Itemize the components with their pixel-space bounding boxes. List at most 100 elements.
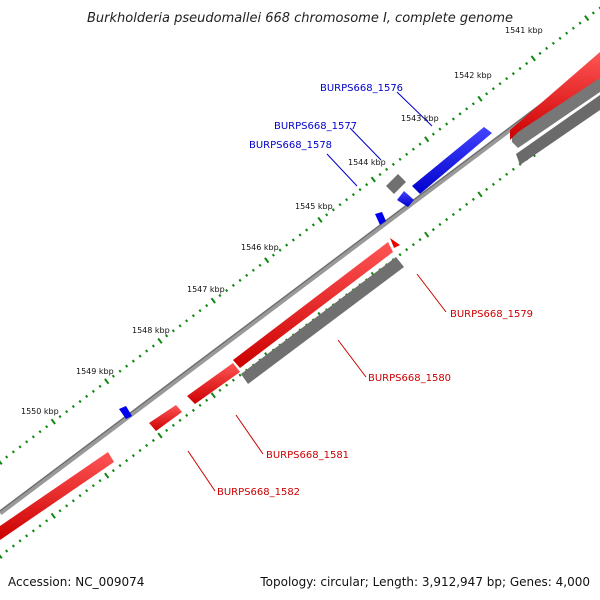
gene-BURPS668_1578[interactable] bbox=[397, 191, 414, 207]
major-tick bbox=[210, 297, 216, 304]
gene-shadow-BURPS668_1580 bbox=[241, 257, 404, 384]
minor-tick bbox=[518, 66, 522, 71]
minor-tick bbox=[511, 167, 515, 171]
minor-tick bbox=[498, 82, 502, 86]
gene-BURPS668_1580[interactable] bbox=[233, 242, 393, 368]
minor-tick bbox=[238, 373, 242, 377]
minor-tick bbox=[298, 233, 302, 237]
minor-tick bbox=[58, 415, 62, 419]
minor-tick bbox=[325, 213, 329, 217]
major-tick bbox=[104, 378, 110, 385]
gene-label[interactable]: BURPS668_1576 bbox=[320, 83, 403, 94]
minor-tick bbox=[171, 329, 175, 333]
minor-tick bbox=[278, 248, 282, 252]
minor-tick bbox=[458, 207, 462, 212]
minor-tick bbox=[405, 152, 409, 156]
gene-small-forward[interactable] bbox=[375, 212, 386, 225]
tick-label: 1545 kbp bbox=[295, 202, 333, 211]
minor-tick bbox=[125, 459, 129, 463]
minor-tick bbox=[165, 428, 169, 432]
gene-far-right[interactable] bbox=[510, 52, 600, 140]
genome-summary-text: Topology: circular; Length: 3,912,947 bp… bbox=[259, 575, 590, 589]
gene-label[interactable]: BURPS668_1581 bbox=[266, 450, 349, 461]
gene-labels: BURPS668_1576 BURPS668_1577 BURPS668_157… bbox=[217, 83, 533, 498]
tick-labels: 1541 kbp 1542 kbp 1543 kbp 1544 kbp 1545… bbox=[21, 26, 543, 416]
tick-label: 1549 kbp bbox=[76, 367, 114, 376]
major-tick bbox=[210, 392, 216, 399]
minor-tick bbox=[11, 544, 15, 548]
gene-lower-left[interactable] bbox=[0, 452, 114, 540]
minor-tick bbox=[418, 238, 422, 242]
minor-tick bbox=[45, 425, 49, 429]
gene-label[interactable]: BURPS668_1582 bbox=[217, 487, 300, 498]
minor-tick bbox=[551, 41, 555, 45]
minor-tick bbox=[271, 253, 275, 257]
minor-tick bbox=[525, 61, 529, 66]
minor-tick bbox=[178, 418, 182, 422]
gene-BURPS668_1579[interactable] bbox=[390, 238, 400, 248]
minor-tick bbox=[205, 398, 209, 402]
minor-tick bbox=[5, 455, 9, 459]
minor-tick bbox=[558, 36, 562, 40]
minor-tick bbox=[331, 208, 335, 212]
tick-label: 1543 kbp bbox=[401, 114, 439, 123]
minor-tick bbox=[411, 243, 415, 247]
minor-tick bbox=[25, 534, 29, 538]
minor-tick bbox=[338, 203, 342, 207]
major-tick bbox=[157, 432, 163, 439]
minor-tick bbox=[11, 450, 15, 454]
minor-tick bbox=[125, 364, 129, 368]
reverse-strand-genes bbox=[0, 52, 600, 540]
minor-tick bbox=[38, 524, 42, 528]
gene-label[interactable]: BURPS668_1580 bbox=[368, 373, 451, 384]
minor-tick bbox=[345, 198, 349, 202]
minor-tick bbox=[305, 228, 309, 232]
minor-tick bbox=[65, 410, 69, 414]
gene-BURPS668_1577[interactable] bbox=[386, 174, 406, 194]
minor-tick bbox=[398, 157, 402, 161]
minor-tick bbox=[238, 278, 242, 282]
minor-tick bbox=[45, 519, 49, 523]
minor-tick bbox=[458, 112, 462, 116]
gene-BURPS668_1582[interactable] bbox=[149, 405, 182, 431]
minor-tick bbox=[98, 479, 102, 483]
minor-tick bbox=[98, 384, 102, 388]
minor-tick bbox=[431, 132, 435, 136]
minor-tick bbox=[31, 529, 35, 533]
gene-small-forward[interactable] bbox=[119, 406, 132, 419]
minor-tick bbox=[218, 388, 222, 392]
minor-tick bbox=[231, 378, 235, 382]
major-tick bbox=[0, 460, 3, 465]
minor-tick bbox=[38, 430, 42, 434]
minor-tick bbox=[178, 324, 182, 328]
major-tick bbox=[424, 231, 430, 238]
gene-BURPS668_1581[interactable] bbox=[187, 363, 240, 404]
map-title: Burkholderia pseudomallei 668 chromosome… bbox=[87, 11, 513, 26]
minor-tick bbox=[391, 162, 395, 166]
gene-BURPS668_1576[interactable] bbox=[412, 127, 492, 194]
minor-tick bbox=[78, 399, 82, 404]
minor-tick bbox=[365, 183, 369, 187]
minor-tick bbox=[498, 177, 502, 181]
minor-tick bbox=[505, 76, 509, 81]
minor-tick bbox=[485, 187, 489, 191]
forward-strand-genes bbox=[119, 127, 492, 419]
minor-tick bbox=[91, 484, 95, 488]
chromosome-backbone bbox=[0, 58, 600, 515]
label-leaders bbox=[187, 91, 447, 492]
minor-tick bbox=[438, 127, 442, 131]
tick-label: 1548 kbp bbox=[132, 326, 170, 335]
major-tick bbox=[584, 15, 590, 22]
major-tick bbox=[477, 95, 483, 102]
gene-label[interactable]: BURPS668_1579 bbox=[450, 309, 533, 320]
minor-tick bbox=[505, 172, 509, 176]
gene-label[interactable]: BURPS668_1577 bbox=[274, 121, 357, 132]
minor-tick bbox=[225, 383, 229, 387]
minor-tick bbox=[111, 374, 115, 378]
minor-tick bbox=[291, 238, 295, 242]
minor-tick bbox=[118, 369, 122, 373]
gene-label[interactable]: BURPS668_1578 bbox=[249, 140, 332, 151]
minor-tick bbox=[91, 389, 95, 393]
